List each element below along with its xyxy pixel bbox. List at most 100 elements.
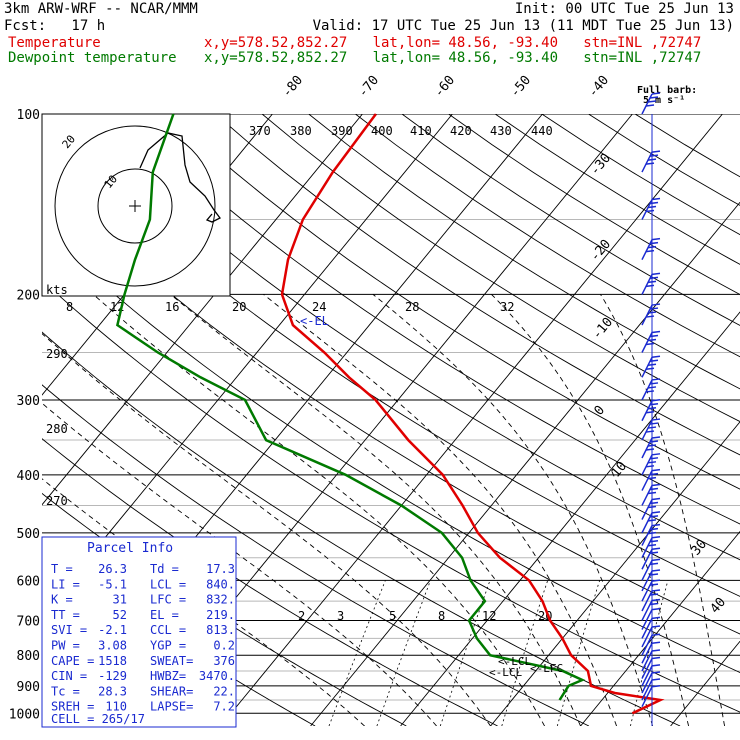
parcel-key-2: K = (51, 593, 73, 607)
wind-barb-staff-775 (641, 626, 653, 648)
wind-barb-875 (641, 656, 661, 679)
dry-adiabat-320 (42, 228, 740, 674)
moist-adiabat-36 (600, 294, 726, 726)
dewpoint-legend-label: Dewpoint temperature (8, 50, 177, 66)
theta-e-label-420: 420 (450, 124, 472, 138)
pressure-label-700: 700 (17, 614, 40, 629)
wind-barb-flag-525-2 (647, 531, 657, 535)
moist-adiabat-20 (170, 294, 582, 726)
parcel-info-box: Parcel Info T = 26.3 Td = 17.3 LI = -5.1 LCL =… (41, 536, 237, 728)
wind-barb-staff-225 (641, 304, 653, 326)
dry-adiabat-380 (215, 114, 740, 456)
wind-barb-flag-450-0 (651, 483, 661, 487)
parcel-key-9: SREH = (51, 700, 94, 714)
wind-barb-flag-375-2 (647, 444, 657, 447)
wind-barbs: Full barb: 5 m s⁻¹ (637, 85, 697, 726)
wind-barb-400 (641, 453, 661, 476)
wind-barb-flag-500-2 (647, 519, 657, 522)
mixing-ratio-label-2: 2 (298, 609, 305, 623)
wind-barb-staff-800 (641, 634, 653, 656)
parcel-val2-5: 0.2 (213, 639, 235, 653)
isotherm--100 (0, 114, 2, 726)
isotherm--60 (42, 114, 363, 506)
wind-barb-650 (641, 579, 661, 602)
parcel-val-5: 3.08 (98, 639, 127, 653)
parcel-key2-8: SHEAR= (150, 684, 193, 698)
mixing-ratio-label-3: 3 (337, 609, 344, 623)
wind-barb-flag-325-3 (645, 411, 655, 414)
wind-barb-flag-100-0 (651, 92, 661, 95)
wind-barb-flag-450-2 (647, 491, 657, 495)
wind-barb-flag-525-1 (649, 527, 659, 531)
wind-barb-flag-250-0 (651, 330, 661, 334)
theta-e-label-430: 430 (490, 124, 512, 138)
wind-barb-flag-375-0 (651, 436, 661, 439)
parcel-key2-1: LCL = (150, 577, 186, 591)
wind-barb-flag-525-0 (651, 523, 661, 527)
isotherm-label-8: 0 (592, 403, 609, 419)
wind-barb-flag-200-0 (651, 272, 661, 276)
parcel-key2-9: LAPSE= (150, 700, 193, 714)
wind-barb-flag-775-0 (651, 625, 661, 628)
parcel-key2-2: LFC = (150, 593, 186, 607)
wind-barb-flag-575-0 (651, 547, 661, 551)
parcel-val2-6: 376 (213, 654, 235, 668)
parcel-key-4: SVI = (51, 623, 87, 637)
wind-barb-staff-375 (641, 437, 653, 459)
wind-barb-flag-875-0 (651, 656, 661, 660)
wind-barb-250 (641, 330, 661, 353)
theta-e-label-410: 410 (410, 124, 432, 138)
dry-adiabat-470 (634, 114, 740, 178)
parcel-val-1: -5.1 (98, 577, 127, 591)
wind-barb-flag-100-1 (649, 96, 659, 99)
wind-barb-flag-450-1 (649, 487, 659, 491)
wind-barb-flag-625-0 (651, 569, 661, 572)
parcel-cell: CELL = 265/17 (51, 712, 145, 726)
wind-barb-575 (641, 547, 661, 570)
wind-barb-800 (641, 633, 661, 656)
wind-barb-flag-250-3 (645, 342, 655, 346)
wind-barb-flag-550-0 (651, 535, 661, 539)
wind-barb-300 (641, 378, 661, 401)
wind-barb-flag-700-1 (649, 602, 659, 606)
background-grid (0, 114, 740, 726)
moist-adiabat-16 (93, 294, 545, 726)
wind-barb-900 (641, 664, 661, 687)
wind-barb-425 (641, 468, 661, 491)
wind-barb-flag-150-2 (647, 205, 657, 209)
wind-barb-flag-475-1 (649, 501, 659, 505)
parcel-key-6: CAPE = (51, 654, 94, 668)
wind-barb-flag-200-3 (645, 284, 655, 288)
wind-barb-staff-250 (641, 332, 653, 353)
wind-barb-staff-825 (641, 642, 653, 664)
parcel-val2-7: 3470. (199, 669, 235, 683)
isotherm-label-10: 30 (689, 537, 711, 559)
isotherm-label-0: -80 (280, 73, 307, 101)
pressure-label-300: 300 (17, 394, 40, 409)
wind-barb-flag-325-2 (647, 407, 657, 410)
wind-barb-flag-550-1 (649, 539, 659, 543)
dewpoint-profile (115, 113, 586, 701)
parcel-val-9: 110 (105, 700, 127, 714)
dry-adiabat-460 (588, 114, 740, 206)
wind-barb-flag-425-1 (649, 472, 659, 476)
parcel-key-3: TT = (51, 608, 80, 622)
wind-barb-flag-175-2 (647, 245, 657, 249)
lfc-marker: <-LFC (530, 662, 563, 675)
parcel-key-8: Tc = (51, 684, 80, 698)
wind-barb-flag-150-3 (645, 209, 655, 213)
parcel-key2-6: SWEAT= (150, 654, 193, 668)
wind-barb-flag-350-1 (649, 422, 659, 425)
parcel-val-7: -129 (98, 669, 127, 683)
parcel-val2-1: 840. (206, 577, 235, 591)
mixing-ratio-label-5: 5 (389, 609, 396, 623)
wind-barb-flag-350-0 (651, 418, 661, 421)
wind-barb-flag-475-0 (651, 497, 661, 501)
parcel-key-1: LI = (51, 577, 80, 591)
isotherm-label-3: -50 (508, 73, 535, 101)
el-marker: <-EL (300, 314, 329, 328)
wind-barb-125 (641, 150, 661, 173)
wind-barb-225 (641, 303, 661, 326)
moist-adiabat-10 (42, 332, 491, 726)
pressure-label-1000: 1000 (9, 707, 40, 722)
